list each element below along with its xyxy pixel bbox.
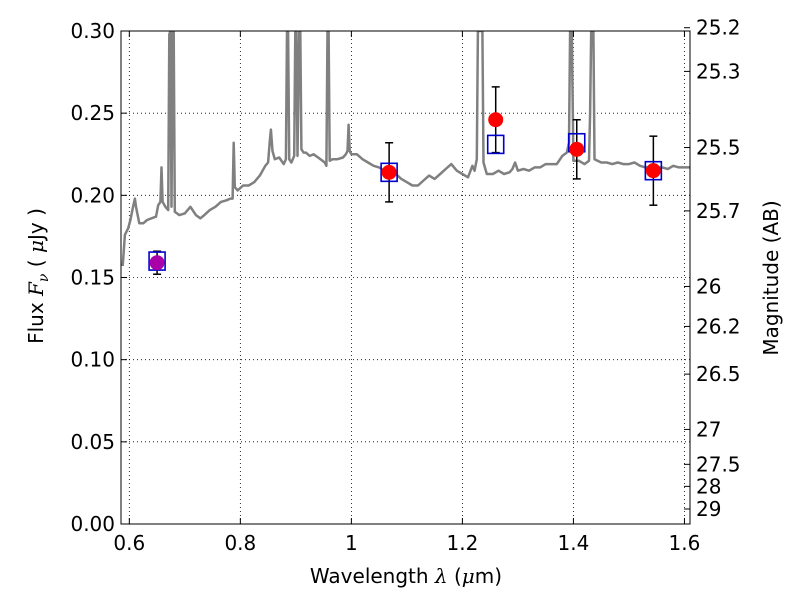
x-tick-label: 1 bbox=[345, 531, 358, 555]
model-square bbox=[380, 162, 398, 183]
y2-tick-label: 25.5 bbox=[696, 136, 741, 160]
x-tick-label: 0.8 bbox=[224, 531, 256, 555]
x-tick-label: 1.2 bbox=[446, 531, 478, 555]
x-tick-label: 1.4 bbox=[558, 531, 590, 555]
y-tick-label: 0.30 bbox=[70, 19, 115, 43]
spectrum-line bbox=[121, 31, 690, 267]
axes: 0.6 0.8 1 1.2 1.4 1.6 0.00 0.05 0.10 0.15 0.20 0.25… bbox=[70, 16, 740, 555]
data-point bbox=[149, 255, 165, 271]
photometry bbox=[148, 86, 663, 275]
y2-tick-label: 29 bbox=[696, 497, 721, 521]
y-axis-label: Flux Fν ( μJy ) bbox=[24, 208, 52, 344]
y2-tick-label: 25.3 bbox=[696, 59, 741, 83]
y2-tick-label: 27.5 bbox=[696, 452, 741, 476]
model-square bbox=[486, 134, 505, 155]
data-point bbox=[645, 163, 661, 179]
y2-tick-label: 25.7 bbox=[696, 199, 741, 223]
y-tick-label: 0.20 bbox=[70, 183, 115, 207]
data-point bbox=[381, 164, 397, 180]
x-tick-label: 0.6 bbox=[113, 531, 145, 555]
y2-tick-label: 26.5 bbox=[696, 362, 741, 386]
data-point bbox=[569, 141, 585, 157]
y-tick-label: 0.25 bbox=[70, 101, 115, 125]
x-tick-label: 1.6 bbox=[669, 531, 701, 555]
y-tick-label: 0.05 bbox=[70, 430, 115, 454]
model-square bbox=[644, 160, 663, 181]
spectrum bbox=[121, 31, 690, 267]
y-tick-label: 0.15 bbox=[70, 266, 115, 290]
x-axis-label: Wavelength λ (μm) bbox=[310, 564, 502, 588]
y-tick-label: 0.00 bbox=[70, 512, 115, 536]
y2-tick-label: 27 bbox=[696, 417, 721, 441]
y2-tick-label: 26.2 bbox=[696, 314, 741, 338]
y2-tick-label: 26 bbox=[696, 274, 721, 298]
y2-tick-label: 25.2 bbox=[696, 16, 741, 40]
y-tick-label: 0.10 bbox=[70, 348, 115, 372]
y2-tick-label: 28 bbox=[696, 474, 721, 498]
grid bbox=[121, 30, 690, 525]
data-point bbox=[488, 112, 504, 128]
y2-axis-label: Magnitude (AB) bbox=[759, 200, 783, 355]
